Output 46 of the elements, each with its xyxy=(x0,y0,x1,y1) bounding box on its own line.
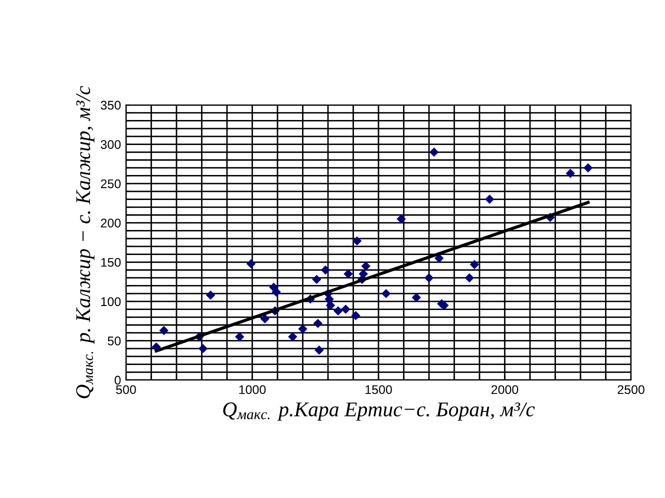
point xyxy=(470,260,480,270)
point xyxy=(312,274,322,284)
point xyxy=(159,326,168,336)
point xyxy=(272,287,281,297)
point xyxy=(333,306,343,316)
point xyxy=(381,288,391,298)
point xyxy=(341,304,350,314)
point xyxy=(298,324,308,334)
point xyxy=(313,318,323,328)
point xyxy=(206,290,216,300)
point xyxy=(352,236,362,246)
y-axis-title: Q$_{макс.}$ р. Калжир − с. Калжир, м³/с xyxy=(76,86,94,398)
x-tick-label: 2000 xyxy=(491,385,518,394)
point xyxy=(351,310,360,320)
point xyxy=(566,168,576,178)
point xyxy=(424,273,434,282)
x-tick-label: 1000 xyxy=(239,385,266,394)
point xyxy=(358,269,368,279)
point xyxy=(344,269,353,279)
point xyxy=(412,292,421,302)
point xyxy=(288,332,298,342)
x-axis-title: Q$_{макс.}$ р.Кара Ертис−с. Боран, м³/с xyxy=(223,402,535,421)
point xyxy=(464,273,474,282)
x-tick-label: 2500 xyxy=(618,385,644,394)
point xyxy=(326,300,336,310)
point xyxy=(260,314,270,324)
y-tick-label: 300 xyxy=(100,140,121,149)
y-tick-label: 50 xyxy=(108,336,121,346)
point xyxy=(198,344,208,354)
y-tick-label: 350 xyxy=(100,100,121,110)
y-tick-label: 150 xyxy=(101,258,121,267)
y-tick-label: 100 xyxy=(101,297,121,306)
y-tick-label: 250 xyxy=(100,179,121,188)
point xyxy=(235,332,244,342)
point xyxy=(583,163,593,172)
y-tick-label: 200 xyxy=(100,218,121,228)
point xyxy=(361,261,370,271)
point xyxy=(484,194,494,204)
x-tick-label: 500 xyxy=(116,385,136,394)
y-tick-label: 0 xyxy=(114,376,121,385)
point xyxy=(246,259,256,268)
point xyxy=(320,265,330,275)
point xyxy=(314,346,324,355)
point xyxy=(396,214,406,224)
point xyxy=(429,148,439,157)
x-tick-label: 1500 xyxy=(366,385,392,394)
